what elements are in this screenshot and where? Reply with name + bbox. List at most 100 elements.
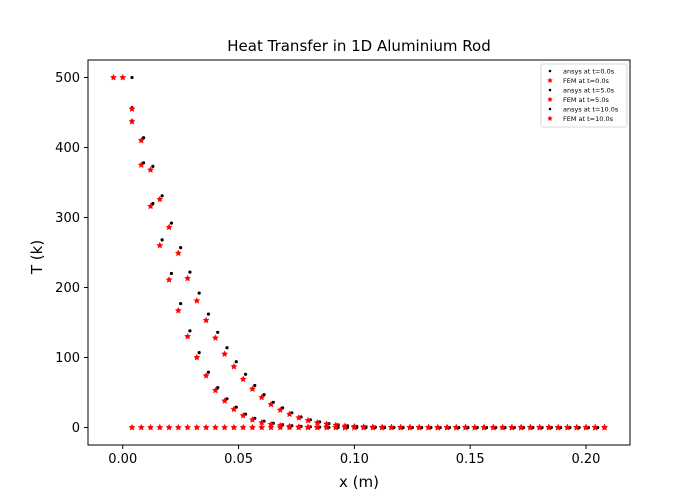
x-tick-label: 0.05 bbox=[224, 452, 253, 467]
data-point bbox=[239, 423, 247, 431]
data-point bbox=[258, 418, 266, 426]
data-point bbox=[147, 423, 155, 431]
data-point bbox=[216, 330, 220, 334]
data-point bbox=[295, 414, 303, 421]
data-point bbox=[573, 423, 581, 431]
data-point bbox=[536, 423, 544, 431]
data-point bbox=[248, 416, 256, 423]
legend-marker bbox=[548, 69, 552, 73]
data-point bbox=[188, 270, 192, 274]
data-point bbox=[443, 423, 451, 431]
data-point bbox=[216, 386, 220, 390]
data-point bbox=[193, 423, 201, 431]
data-point bbox=[188, 329, 192, 333]
data-point bbox=[285, 422, 294, 430]
data-point bbox=[253, 383, 257, 388]
data-point bbox=[452, 423, 460, 431]
data-point bbox=[174, 306, 182, 314]
data-point bbox=[267, 423, 275, 431]
data-point bbox=[211, 423, 219, 431]
data-point bbox=[304, 423, 312, 431]
data-point bbox=[221, 423, 229, 431]
chart-title: Heat Transfer in 1D Aluminium Rod bbox=[227, 37, 490, 55]
data-point bbox=[141, 136, 146, 140]
legend-marker bbox=[547, 96, 553, 102]
y-tick-label: 100 bbox=[55, 351, 80, 366]
data-point bbox=[202, 316, 210, 324]
data-point bbox=[137, 161, 145, 168]
data-point bbox=[262, 393, 266, 397]
data-point bbox=[378, 423, 386, 431]
data-point bbox=[119, 73, 127, 81]
data-point bbox=[462, 423, 470, 431]
legend-marker bbox=[547, 77, 553, 83]
legend-entry: ansys at t=10.0s bbox=[563, 105, 619, 113]
data-point bbox=[165, 423, 173, 431]
y-axis-ticks: 0 100 200 300 400 500 bbox=[55, 71, 88, 436]
data-points bbox=[109, 73, 609, 431]
data-point bbox=[193, 353, 201, 361]
data-point bbox=[350, 422, 358, 430]
data-point bbox=[267, 400, 275, 408]
data-point bbox=[304, 416, 312, 424]
data-point bbox=[109, 73, 117, 81]
data-point bbox=[295, 423, 303, 430]
legend-marker bbox=[547, 115, 553, 121]
data-point bbox=[415, 423, 423, 431]
data-point bbox=[211, 334, 219, 341]
data-point bbox=[258, 393, 266, 401]
data-point bbox=[230, 423, 238, 431]
data-point bbox=[202, 372, 210, 379]
data-point bbox=[169, 221, 173, 225]
x-tick-label: 0.10 bbox=[340, 452, 369, 467]
legend-entry: ansys at t=0.0s bbox=[563, 67, 615, 75]
data-point bbox=[434, 423, 442, 431]
data-point bbox=[517, 423, 525, 431]
plot-frame bbox=[87, 59, 631, 446]
data-point bbox=[313, 418, 321, 426]
data-point bbox=[151, 201, 155, 206]
x-tick-label: 0.15 bbox=[456, 452, 485, 467]
data-point bbox=[137, 423, 145, 431]
data-point bbox=[206, 370, 211, 374]
y-tick-label: 0 bbox=[72, 421, 80, 436]
data-point bbox=[489, 423, 497, 431]
data-point bbox=[184, 423, 192, 431]
legend-marker bbox=[548, 107, 552, 111]
data-point bbox=[156, 241, 164, 249]
data-point bbox=[360, 423, 368, 430]
legend-marker bbox=[548, 88, 552, 92]
data-point bbox=[397, 423, 405, 431]
data-point bbox=[267, 420, 275, 428]
data-point bbox=[341, 422, 349, 429]
data-point bbox=[206, 312, 211, 316]
data-point bbox=[128, 117, 136, 125]
data-point bbox=[130, 75, 134, 80]
data-point bbox=[332, 421, 340, 429]
legend-entry: FEM at t=0.0s bbox=[563, 77, 609, 85]
data-point bbox=[193, 297, 201, 304]
data-point bbox=[234, 360, 238, 364]
data-point bbox=[526, 423, 534, 431]
data-point bbox=[276, 406, 284, 413]
data-point bbox=[313, 423, 321, 431]
data-point bbox=[323, 420, 331, 427]
data-point bbox=[174, 423, 182, 431]
data-point bbox=[499, 423, 507, 431]
y-axis-label: T (k) bbox=[28, 240, 46, 275]
data-point bbox=[285, 410, 294, 418]
data-point bbox=[169, 271, 173, 276]
data-point bbox=[248, 385, 256, 392]
y-tick-label: 200 bbox=[55, 281, 80, 296]
data-point bbox=[184, 274, 192, 282]
data-point bbox=[225, 346, 229, 350]
data-point bbox=[147, 202, 155, 210]
series-5 bbox=[128, 105, 609, 431]
data-point bbox=[202, 423, 210, 431]
data-point bbox=[221, 397, 229, 404]
data-point bbox=[128, 423, 136, 431]
x-tick-label: 0.20 bbox=[572, 452, 601, 467]
data-point bbox=[239, 411, 247, 419]
y-tick-label: 500 bbox=[55, 71, 80, 86]
data-point bbox=[424, 423, 433, 431]
